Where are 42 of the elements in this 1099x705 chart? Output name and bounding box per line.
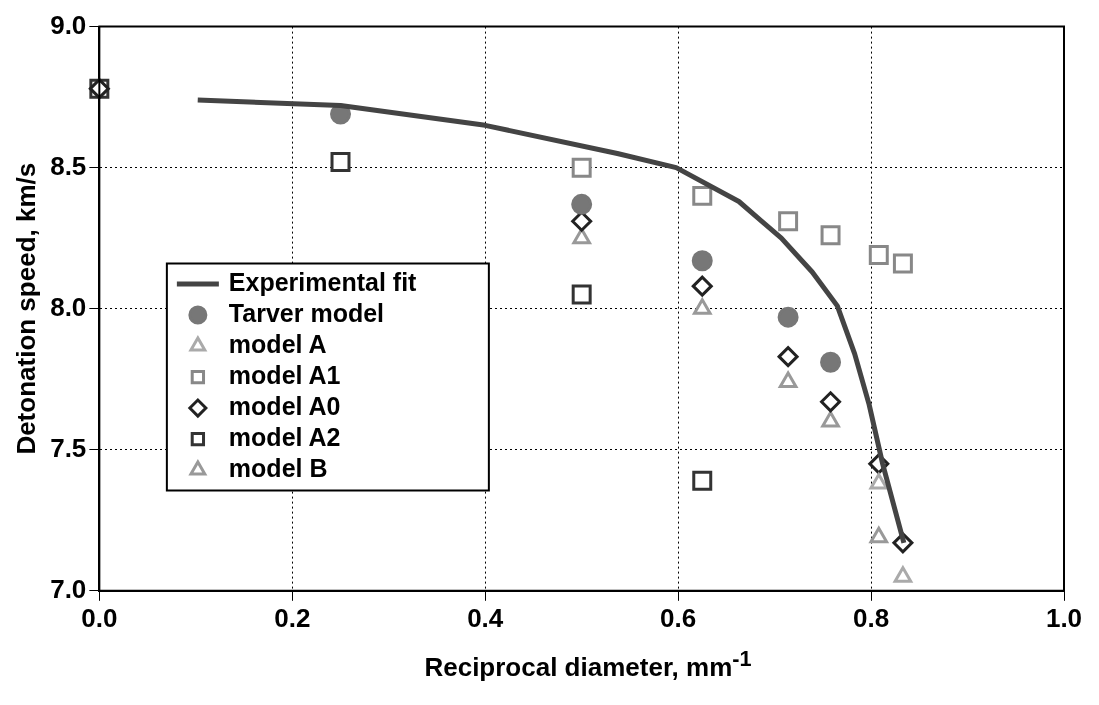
y-tick-label: 9.0 bbox=[50, 9, 87, 40]
legend-label: Experimental fit bbox=[228, 267, 418, 296]
x-tick-label: 0.4 bbox=[467, 602, 504, 633]
point bbox=[869, 526, 889, 544]
legend-label: model B bbox=[228, 453, 328, 482]
point bbox=[892, 253, 913, 274]
point bbox=[692, 298, 712, 315]
point bbox=[869, 473, 889, 490]
point bbox=[820, 351, 842, 373]
point bbox=[571, 157, 592, 178]
legend-label: model A bbox=[228, 329, 327, 358]
x-axis-title: Reciprocal diameter, mm$^{-1}$ bbox=[423, 646, 753, 683]
x-tick-label: 0.2 bbox=[274, 602, 311, 633]
x-tick-label: 0.8 bbox=[852, 602, 890, 633]
x-tick-label: 0.0 bbox=[81, 602, 118, 633]
legend-label: model A0 bbox=[228, 391, 341, 420]
point bbox=[778, 211, 799, 232]
point bbox=[868, 245, 889, 266]
point bbox=[571, 284, 592, 305]
y-tick-label: 8.5 bbox=[50, 150, 87, 181]
legend-label: Tarver model bbox=[228, 298, 385, 327]
point bbox=[692, 470, 713, 491]
point bbox=[571, 193, 593, 215]
point bbox=[893, 566, 913, 583]
y-tick-label: 8.0 bbox=[50, 291, 87, 322]
point bbox=[821, 411, 840, 428]
point bbox=[778, 371, 798, 389]
point bbox=[777, 346, 799, 368]
legend-label: model A2 bbox=[228, 422, 341, 451]
point bbox=[691, 250, 713, 272]
x-tick-label: 1.0 bbox=[1045, 602, 1083, 633]
point bbox=[820, 225, 841, 246]
point bbox=[777, 306, 799, 328]
y-axis-title: Detonation speed, km/s bbox=[10, 162, 41, 455]
point bbox=[330, 152, 351, 172]
point bbox=[691, 275, 713, 297]
y-tick-label: 7.0 bbox=[50, 573, 87, 604]
legend-label: model A1 bbox=[228, 360, 341, 389]
x-tick-label: 0.6 bbox=[660, 602, 697, 633]
y-tick-label: 7.5 bbox=[50, 432, 87, 463]
point bbox=[692, 185, 713, 206]
point bbox=[820, 391, 842, 413]
